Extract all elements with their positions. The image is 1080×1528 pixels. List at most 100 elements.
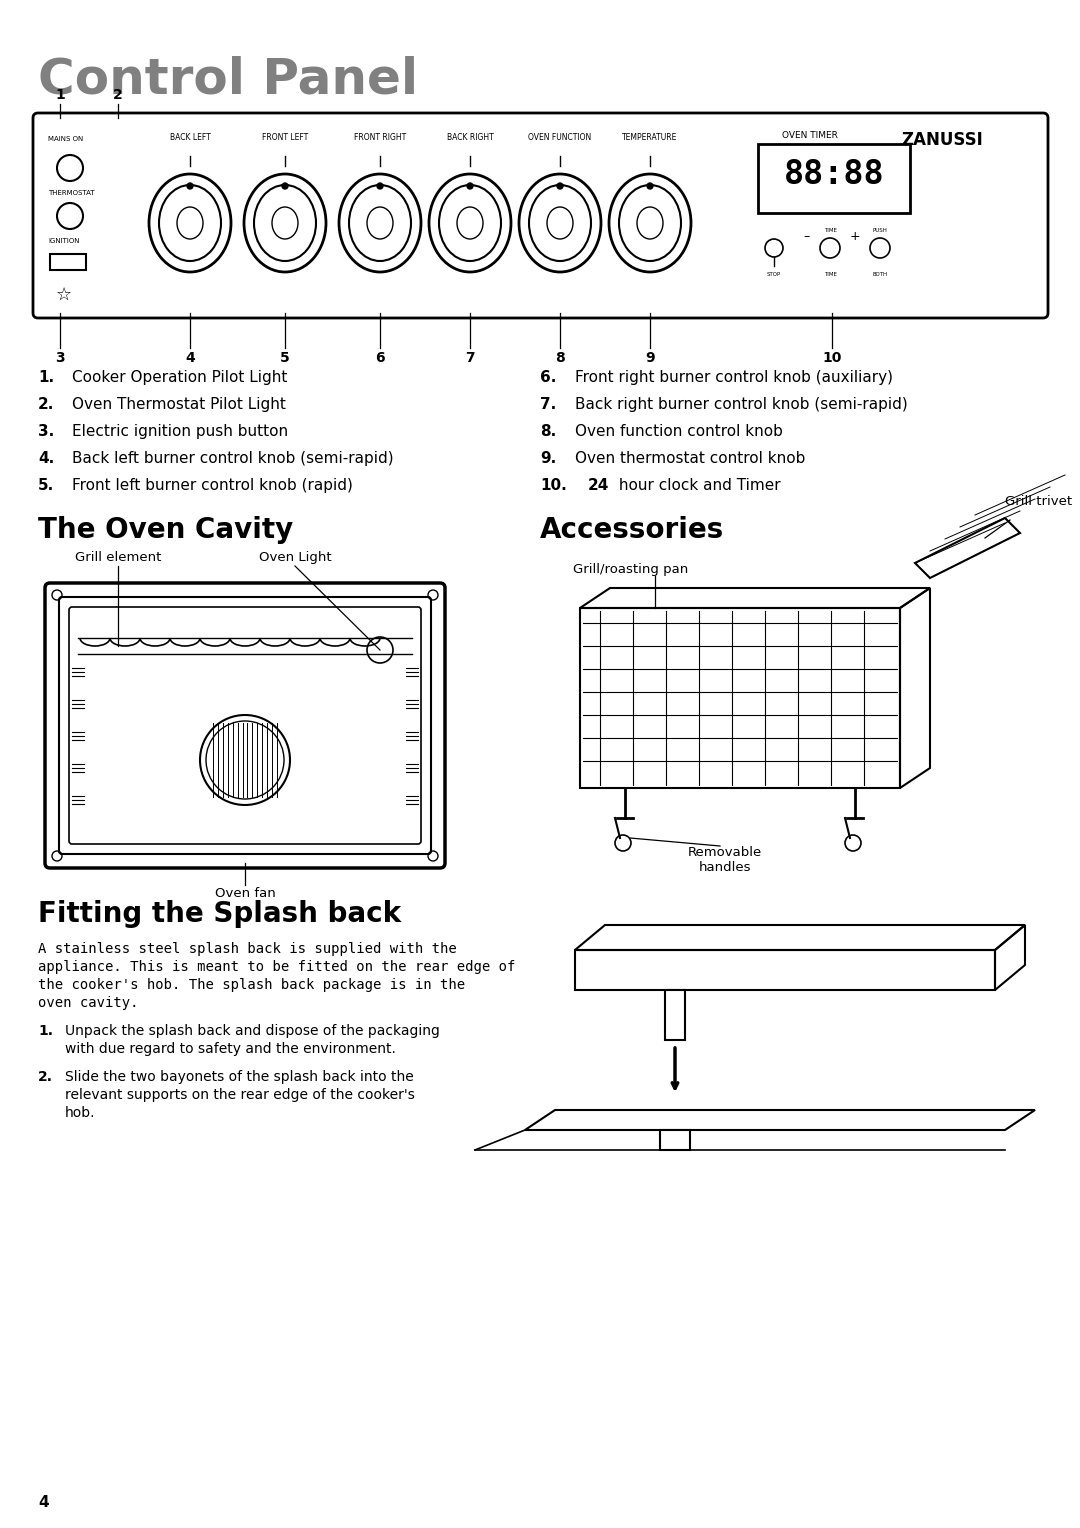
Text: 2.: 2. (38, 1070, 53, 1083)
Circle shape (467, 183, 473, 189)
Text: 2.: 2. (38, 397, 54, 413)
Text: 3: 3 (55, 351, 65, 365)
Text: 2: 2 (113, 89, 123, 102)
Circle shape (187, 183, 193, 189)
Circle shape (377, 183, 383, 189)
Text: MAINS ON: MAINS ON (48, 136, 83, 142)
Text: Back right burner control knob (semi-rapid): Back right burner control knob (semi-rap… (575, 397, 908, 413)
Ellipse shape (546, 206, 573, 238)
Ellipse shape (349, 185, 411, 261)
Text: 3.: 3. (38, 423, 54, 439)
Text: Electric ignition push button: Electric ignition push button (72, 423, 288, 439)
Text: with due regard to safety and the environment.: with due regard to safety and the enviro… (65, 1042, 396, 1056)
Text: BACK RIGHT: BACK RIGHT (447, 133, 494, 142)
Ellipse shape (619, 185, 681, 261)
Ellipse shape (254, 185, 316, 261)
Text: Oven Thermostat Pilot Light: Oven Thermostat Pilot Light (72, 397, 286, 413)
Text: BACK LEFT: BACK LEFT (170, 133, 211, 142)
Text: 6: 6 (375, 351, 384, 365)
Text: 8.: 8. (540, 423, 556, 439)
Text: Grill trivet: Grill trivet (1005, 495, 1072, 507)
Bar (660, 1131, 690, 1151)
Text: 9: 9 (645, 351, 654, 365)
Text: Grill/roasting pan: Grill/roasting pan (573, 562, 688, 576)
Text: 4.: 4. (38, 451, 54, 466)
Ellipse shape (529, 185, 591, 261)
Text: STOP: STOP (767, 272, 781, 277)
Text: 10.: 10. (540, 478, 567, 494)
Text: BOTH: BOTH (873, 272, 888, 277)
Text: appliance. This is meant to be fitted on the rear edge of: appliance. This is meant to be fitted on… (38, 960, 515, 973)
Text: ZANUSSI: ZANUSSI (901, 131, 983, 150)
Text: The Oven Cavity: The Oven Cavity (38, 516, 294, 544)
Text: Slide the two bayonets of the splash back into the: Slide the two bayonets of the splash bac… (65, 1070, 414, 1083)
Text: 5: 5 (280, 351, 289, 365)
Ellipse shape (339, 174, 421, 272)
Ellipse shape (438, 185, 501, 261)
Text: 4: 4 (185, 351, 194, 365)
Text: Oven Light: Oven Light (259, 552, 332, 564)
Ellipse shape (272, 206, 298, 238)
Text: 4: 4 (38, 1494, 49, 1510)
Text: 6.: 6. (540, 370, 556, 385)
Text: 5.: 5. (38, 478, 54, 494)
Text: Oven fan: Oven fan (215, 886, 275, 900)
Circle shape (557, 183, 563, 189)
Text: 7.: 7. (540, 397, 556, 413)
Text: hour clock and Timer: hour clock and Timer (615, 478, 781, 494)
Bar (665, 990, 685, 1041)
Text: ☆: ☆ (56, 286, 72, 304)
Text: THERMOSTAT: THERMOSTAT (48, 189, 95, 196)
Text: TIME: TIME (824, 272, 836, 277)
Text: Fitting the Splash back: Fitting the Splash back (38, 900, 401, 927)
Ellipse shape (149, 174, 231, 272)
Ellipse shape (457, 206, 483, 238)
FancyBboxPatch shape (69, 607, 421, 843)
Text: 1.: 1. (38, 370, 54, 385)
Text: +: + (850, 231, 861, 243)
Text: Front left burner control knob (rapid): Front left burner control knob (rapid) (72, 478, 353, 494)
Ellipse shape (609, 174, 691, 272)
Text: 9.: 9. (540, 451, 556, 466)
Text: TEMPERATURE: TEMPERATURE (622, 133, 677, 142)
Ellipse shape (159, 185, 221, 261)
Text: Front right burner control knob (auxiliary): Front right burner control knob (auxilia… (575, 370, 893, 385)
Ellipse shape (367, 206, 393, 238)
Text: Oven function control knob: Oven function control knob (575, 423, 783, 439)
Text: OVEN FUNCTION: OVEN FUNCTION (528, 133, 592, 142)
Text: IGNITION: IGNITION (48, 238, 80, 244)
Text: OVEN TIMER: OVEN TIMER (782, 131, 838, 141)
Text: PUSH: PUSH (873, 228, 888, 232)
Text: 7: 7 (465, 351, 475, 365)
FancyBboxPatch shape (59, 597, 431, 854)
Text: Back left burner control knob (semi-rapid): Back left burner control knob (semi-rapi… (72, 451, 393, 466)
FancyBboxPatch shape (758, 144, 910, 212)
Text: Removable
handles: Removable handles (688, 847, 762, 874)
Text: 88:88: 88:88 (784, 157, 885, 191)
Text: 1.: 1. (38, 1024, 53, 1038)
Circle shape (282, 183, 288, 189)
Text: 24: 24 (588, 478, 609, 494)
Ellipse shape (429, 174, 511, 272)
Ellipse shape (177, 206, 203, 238)
Text: hob.: hob. (65, 1106, 95, 1120)
Text: Grill element: Grill element (75, 552, 161, 564)
Ellipse shape (519, 174, 600, 272)
Circle shape (647, 183, 653, 189)
Text: oven cavity.: oven cavity. (38, 996, 138, 1010)
FancyBboxPatch shape (33, 113, 1048, 318)
Text: –: – (804, 231, 810, 243)
Text: Oven thermostat control knob: Oven thermostat control knob (575, 451, 806, 466)
Text: FRONT LEFT: FRONT LEFT (261, 133, 308, 142)
Text: A stainless steel splash back is supplied with the: A stainless steel splash back is supplie… (38, 941, 457, 957)
Text: 1: 1 (55, 89, 65, 102)
Ellipse shape (244, 174, 326, 272)
Text: Control Panel: Control Panel (38, 55, 418, 102)
Text: Unpack the splash back and dispose of the packaging: Unpack the splash back and dispose of th… (65, 1024, 440, 1038)
Text: relevant supports on the rear edge of the cooker's: relevant supports on the rear edge of th… (65, 1088, 415, 1102)
Text: Accessories: Accessories (540, 516, 725, 544)
FancyBboxPatch shape (45, 584, 445, 868)
Text: 10: 10 (822, 351, 841, 365)
Text: FRONT RIGHT: FRONT RIGHT (354, 133, 406, 142)
Text: the cooker's hob. The splash back package is in the: the cooker's hob. The splash back packag… (38, 978, 465, 992)
